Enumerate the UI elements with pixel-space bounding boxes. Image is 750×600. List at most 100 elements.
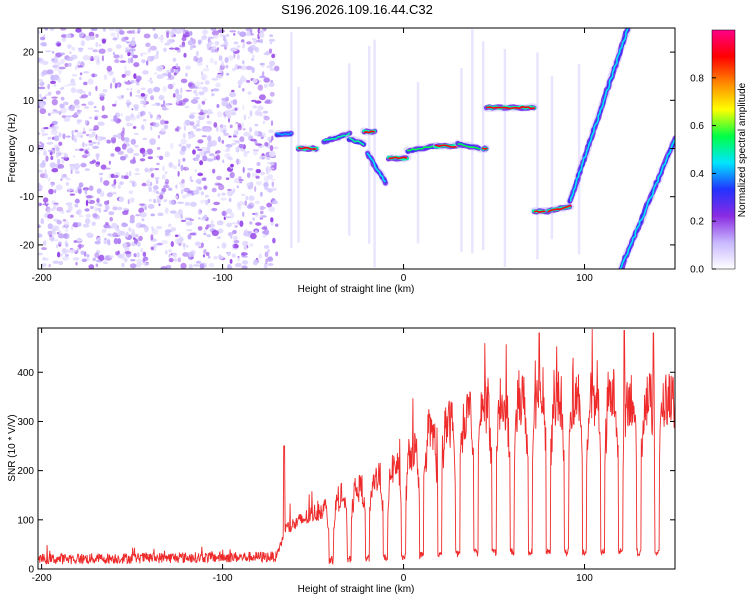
noise-blob — [125, 122, 133, 127]
noise-blob — [254, 46, 260, 53]
noise-blob — [193, 89, 198, 94]
noise-blob — [271, 135, 274, 141]
noise-blob — [57, 251, 61, 258]
noise-blob — [50, 80, 56, 85]
noise-blob — [141, 218, 145, 222]
noise-blob — [99, 176, 103, 183]
noise-blob — [181, 188, 184, 195]
noise-blob — [105, 167, 111, 170]
noise-blob — [237, 65, 242, 69]
noise-blob — [242, 211, 245, 217]
noise-blob — [104, 204, 110, 211]
noise-blob — [87, 47, 94, 50]
noise-blob — [238, 176, 242, 180]
noise-blob — [247, 46, 254, 53]
noise-blob — [226, 208, 233, 214]
noise-blob — [238, 85, 241, 88]
noise-blob — [58, 66, 66, 70]
noise-blob — [172, 165, 177, 169]
noise-blob — [268, 129, 274, 134]
noise-blob — [122, 252, 125, 259]
noise-blob — [184, 201, 191, 206]
noise-blob — [85, 232, 93, 237]
noise-blob — [166, 32, 170, 39]
noise-blob — [40, 263, 47, 268]
noise-blob — [85, 143, 88, 147]
noise-blob — [142, 256, 149, 262]
noise-blob — [112, 37, 118, 41]
noise-blob — [79, 76, 82, 81]
noise-blob — [142, 118, 147, 122]
noise-blob — [118, 196, 125, 203]
noise-blob — [170, 68, 174, 73]
noise-blob — [187, 252, 195, 258]
noise-blob — [74, 66, 77, 71]
noise-blob — [242, 88, 245, 92]
spectral-track — [295, 144, 321, 153]
noise-blob — [227, 188, 232, 191]
noise-blob — [153, 198, 157, 204]
noise-blob — [42, 133, 49, 136]
noise-blob — [269, 91, 275, 97]
noise-blob — [113, 172, 121, 175]
noise-blob — [134, 167, 140, 172]
noise-blob — [266, 171, 269, 175]
noise-blob — [95, 161, 100, 168]
noise-blob — [215, 150, 221, 154]
noise-blob — [40, 71, 46, 77]
noise-blob — [267, 263, 274, 266]
noise-blob — [156, 147, 161, 150]
noise-blob — [102, 28, 106, 32]
noise-blob — [272, 237, 276, 244]
noise-blob — [221, 192, 226, 196]
noise-blob — [228, 135, 232, 138]
noise-blob — [180, 219, 187, 222]
noise-blob — [227, 55, 234, 61]
noise-blob — [140, 93, 146, 97]
noise-blob — [259, 155, 267, 158]
noise-blob — [217, 29, 225, 33]
noise-blob — [184, 119, 191, 126]
noise-blob — [41, 60, 49, 65]
noise-blob — [153, 72, 158, 75]
noise-blob — [40, 127, 45, 134]
noise-blob — [204, 80, 210, 85]
noise-blob — [85, 199, 89, 207]
noise-blob — [74, 163, 80, 170]
noise-blob — [83, 106, 90, 109]
noise-blob — [160, 119, 166, 125]
noise-blob — [232, 47, 239, 52]
noise-blob — [239, 31, 247, 37]
noise-blob — [264, 142, 269, 147]
noise-blob — [98, 254, 105, 261]
noise-blob — [260, 191, 263, 197]
noise-blob — [216, 104, 220, 108]
noise-blob — [74, 204, 79, 208]
noise-blob — [224, 153, 231, 158]
noise-blob — [61, 158, 65, 164]
noise-blob — [40, 142, 45, 149]
noise-blob — [133, 152, 140, 156]
noise-blob — [254, 100, 262, 104]
noise-blob — [128, 48, 136, 52]
noise-blob — [197, 148, 203, 151]
noise-blob — [130, 138, 136, 145]
noise-blob — [138, 235, 143, 241]
noise-blob — [221, 70, 224, 77]
noise-blob — [78, 182, 84, 188]
noise-blob — [178, 158, 181, 165]
noise-blob — [185, 221, 193, 226]
spectral-track — [385, 153, 412, 163]
noise-blob — [38, 252, 43, 256]
noise-blob — [267, 136, 272, 141]
noise-blob — [119, 60, 127, 63]
noise-blob — [195, 178, 202, 184]
noise-blob — [195, 186, 200, 191]
noise-blob — [150, 126, 153, 131]
noise-blob — [190, 179, 194, 182]
noise-blob — [234, 64, 240, 71]
noise-blob — [207, 135, 212, 142]
noise-blob — [222, 159, 225, 163]
noise-blob — [236, 185, 239, 189]
